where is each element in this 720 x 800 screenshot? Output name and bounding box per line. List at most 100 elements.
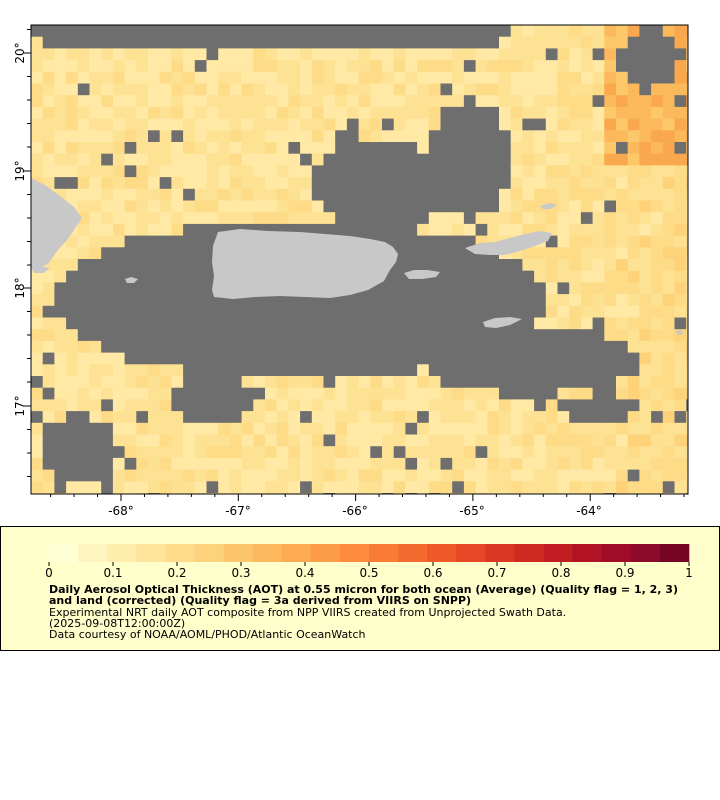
- aot-cell: [452, 130, 465, 143]
- aot-cell: [265, 130, 278, 143]
- aot-cell: [592, 60, 605, 73]
- aot-cell: [616, 247, 629, 260]
- aot-cell: [241, 25, 254, 38]
- cb-label-0.9: 0.9: [615, 566, 634, 580]
- lat-label-19: 19°: [13, 160, 27, 181]
- aot-cell: [616, 294, 629, 307]
- aot-cell: [42, 446, 55, 459]
- land-anegada: [540, 203, 557, 209]
- aot-cell: [66, 469, 79, 482]
- aot-cell: [206, 469, 219, 482]
- aot-cell: [194, 411, 207, 424]
- aot-cell: [616, 352, 629, 365]
- aot-cell: [499, 153, 512, 166]
- aot-cell: [66, 282, 79, 295]
- aot-cell: [686, 329, 689, 342]
- aot-cell: [440, 259, 453, 272]
- aot-cell: [382, 481, 395, 494]
- aot-cell: [346, 36, 360, 49]
- aot-cell: [112, 376, 126, 389]
- aot-cell: [159, 317, 172, 330]
- aot-cell: [604, 259, 617, 272]
- aot-cell: [417, 387, 430, 400]
- aot-cell: [499, 481, 512, 494]
- aot-cell: [534, 60, 547, 73]
- aot-cell: [674, 434, 687, 447]
- aot-cell: [370, 305, 383, 318]
- aot-cell: [686, 106, 689, 120]
- aot-cell: [31, 282, 44, 295]
- aot-cell: [662, 317, 675, 330]
- aot-cell: [452, 329, 465, 342]
- aot-cell: [323, 446, 336, 459]
- aot-cell: [475, 106, 488, 120]
- aot-cell: [136, 376, 149, 389]
- aot-cell: [66, 376, 79, 389]
- aot-cell: [288, 60, 301, 73]
- aot-cell: [311, 60, 324, 73]
- aot-cell: [580, 305, 594, 318]
- aot-cell: [522, 142, 535, 155]
- aot-cell: [487, 270, 500, 283]
- aot-cell: [136, 387, 149, 400]
- aot-cell: [662, 399, 675, 412]
- aot-cell: [627, 259, 640, 272]
- aot-cell: [499, 223, 512, 237]
- aot-cell: [417, 399, 430, 412]
- aot-cell: [54, 294, 67, 307]
- aot-cell: [452, 469, 465, 482]
- aot-cell: [101, 305, 114, 318]
- aot-cell: [651, 340, 664, 354]
- aot-cell: [358, 118, 371, 131]
- aot-cell: [77, 352, 90, 365]
- aot-cell: [241, 411, 254, 424]
- aot-cell: [428, 376, 441, 389]
- aot-cell: [183, 200, 196, 213]
- aot-cell: [194, 95, 207, 108]
- aot-cell: [31, 48, 44, 61]
- aot-cell: [124, 83, 137, 96]
- aot-cell: [148, 177, 161, 190]
- aot-cell: [545, 188, 558, 201]
- aot-cell: [651, 294, 664, 307]
- aot-cell: [686, 48, 689, 61]
- aot-cell: [639, 71, 652, 84]
- aot-cell: [569, 223, 582, 237]
- aot-cell: [194, 60, 207, 73]
- aot-cell: [265, 153, 278, 166]
- aot-cell: [241, 352, 254, 365]
- aot-cell: [31, 469, 44, 482]
- aot-cell: [674, 305, 687, 318]
- aot-cell: [440, 130, 453, 143]
- aot-cell: [428, 25, 441, 38]
- aot-cell: [206, 142, 219, 155]
- aot-cell: [382, 142, 395, 155]
- aot-cell: [510, 329, 523, 342]
- aot-cell: [428, 411, 441, 424]
- aot-cell: [358, 422, 371, 435]
- aot-cell: [42, 399, 55, 412]
- land-st-croix: [483, 317, 522, 328]
- aot-cell: [54, 422, 67, 435]
- aot-cell: [229, 165, 243, 178]
- aot-cell: [171, 106, 184, 120]
- aot-cell: [183, 142, 196, 155]
- aot-cell: [346, 411, 360, 424]
- aot-cell: [417, 106, 430, 120]
- aot-cell: [452, 376, 465, 389]
- aot-cell: [616, 282, 629, 295]
- aot-cell: [522, 469, 535, 482]
- aot-cell: [580, 95, 594, 108]
- aot-cell: [323, 200, 336, 213]
- aot-cell: [89, 282, 102, 295]
- aot-cell: [393, 270, 406, 283]
- aot-cell: [89, 188, 102, 201]
- aot-cell: [183, 481, 196, 494]
- aot-cell: [405, 399, 418, 412]
- aot-cell: [346, 83, 360, 96]
- legend-title: Daily Aerosol Optical Thickness (AOT) at…: [49, 583, 678, 607]
- aot-cell: [112, 469, 126, 482]
- aot-cell: [218, 177, 231, 190]
- aot-cell: [89, 434, 102, 447]
- aot-cell: [604, 282, 617, 295]
